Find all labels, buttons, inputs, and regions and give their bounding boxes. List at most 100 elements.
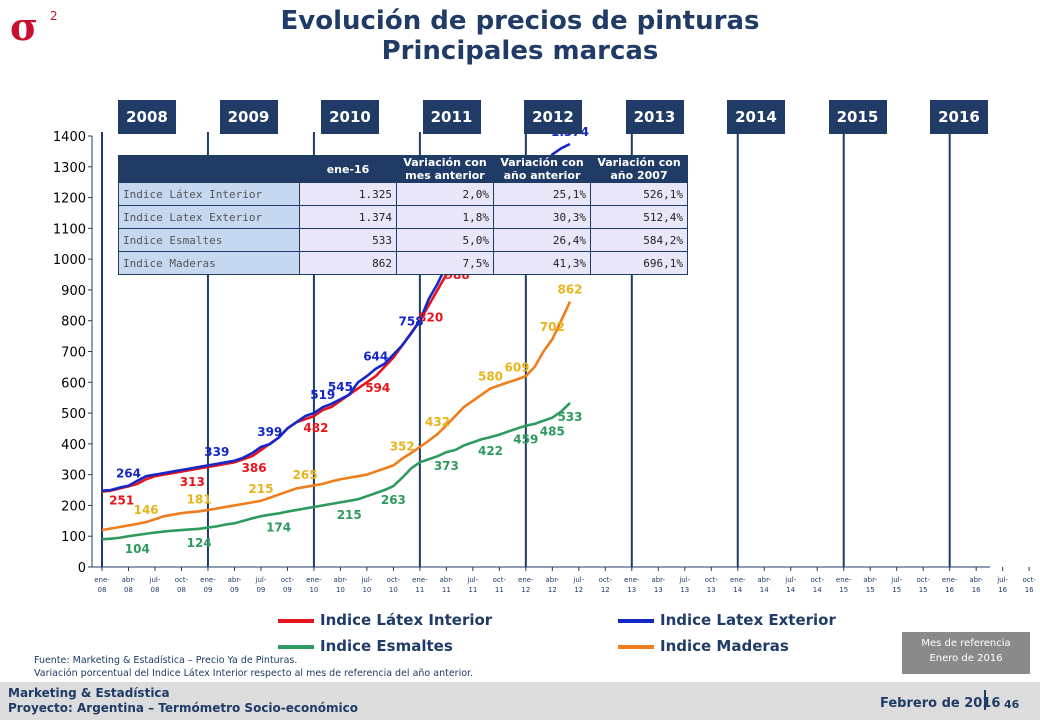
x-tick-label: 16 [972,586,981,594]
x-tick-label: oct- [916,576,930,584]
data-label: 215 [248,482,273,496]
chart-legend: Indice Látex Interior Indice Latex Exter… [278,606,984,656]
legend-item-latex-interior: Indice Látex Interior [278,610,492,630]
y-tick-label: 1300 [53,161,86,176]
x-tick-label: 09 [283,586,292,594]
x-tick-label: 10 [389,586,398,594]
data-label: 422 [478,444,503,458]
x-tick-label: jul- [360,576,372,584]
table-header-cell: Variación con mes anterior [396,155,494,183]
row-value: 696,1% [590,251,688,275]
row-label: Indice Maderas [118,251,300,275]
data-label: 263 [381,493,406,507]
x-tick-label: 13 [654,586,663,594]
year-label-2012: 2012 [524,100,582,134]
reference-line-2: Enero de 2016 [929,653,1003,664]
x-tick-label: abr- [228,576,242,584]
data-label: 339 [204,445,229,459]
table-row: Indice Latex Exterior 1.374 1,8% 30,3% 5… [118,205,688,229]
data-label: 533 [557,410,582,424]
table-header-cell: Variación con año 2007 [590,155,688,183]
price-index-line-chart: 0 100 200 300 400 500 600 700 800 900 1000 1100 1200… [53,125,1036,594]
x-tick-label: oct- [175,576,189,584]
x-tick-label: 10 [336,586,345,594]
year-label-2013: 2013 [625,100,684,134]
y-tick-label: 900 [61,284,86,299]
data-label: 265 [293,468,318,482]
data-label: 181 [187,492,212,506]
x-tick-label: ene- [200,576,216,584]
series-line-maderas [101,301,572,532]
y-tick-label: 1000 [53,253,86,268]
legend-item-latex-exterior: Indice Latex Exterior [618,610,836,630]
data-label: 264 [116,467,141,481]
x-tick-label: 14 [760,586,769,594]
row-value: 1,8% [396,205,494,229]
table-header-cell: ene-16 [299,155,397,183]
x-tick-label: 08 [98,586,107,594]
year-label-2009: 2009 [219,100,278,134]
row-value: 25,1% [493,182,591,206]
x-tick-label: 08 [177,586,186,594]
svg-text:σ: σ [10,6,38,46]
x-tick-label: ene- [518,576,534,584]
data-label: 432 [425,415,450,429]
x-tick-label: 11 [415,586,424,594]
x-tick-label: oct- [599,576,613,584]
data-label: 104 [125,542,150,556]
x-tick-label: 13 [680,586,689,594]
x-tick-label: jul- [466,576,478,584]
legend-swatch [618,618,654,623]
data-label: 702 [540,320,565,334]
y-tick-label: 800 [61,315,86,330]
x-tick-label: 12 [601,586,610,594]
x-tick-label: jul- [572,576,584,584]
source-note: Fuente: Marketing & Estadística – Precio… [34,654,473,680]
data-label: 399 [257,425,282,439]
data-label: 485 [540,425,565,439]
data-label: 820 [418,310,443,324]
title-line-1: Evolución de precios de pinturas [280,6,760,36]
data-label: 609 [504,361,529,375]
x-tick-label: ene- [836,576,852,584]
footer-date: Febrero de 2016 [880,696,1001,711]
x-tick-label: 09 [230,586,239,594]
row-value: 533 [299,228,397,252]
data-label: 758 [399,315,424,329]
table-row: Indice Maderas 862 7,5% 41,3% 696,1% [118,251,688,275]
legend-swatch [618,644,654,649]
x-tick-label: abr- [757,576,771,584]
legend-label: Indice Maderas [660,637,789,655]
year-label-2015: 2015 [828,100,887,134]
y-tick-label: 700 [61,346,86,361]
row-value: 512,4% [590,205,688,229]
row-value: 7,5% [396,251,494,275]
x-tick-label: oct- [1022,576,1036,584]
reference-line-1: Mes de referencia [921,638,1011,649]
legend-label: Indice Látex Interior [320,611,493,629]
row-value: 2,0% [396,182,494,206]
x-tick-label: 11 [442,586,451,594]
row-value: 1.374 [299,205,397,229]
row-label: Indice Esmaltes [118,228,300,252]
x-tick-label: 15 [892,586,901,594]
x-tick-label: 15 [839,586,848,594]
y-tick-label: 300 [61,469,86,484]
data-label: 174 [266,520,291,534]
table-row: Indice Látex Interior 1.325 2,0% 25,1% 5… [118,182,688,206]
x-tick-label: 11 [468,586,477,594]
y-tick-label: 400 [61,438,86,453]
summary-table: ene-16 Variación con mes anterior Variac… [118,155,688,275]
x-tick-label: 15 [919,586,928,594]
y-tick-label: 500 [61,407,86,422]
x-tick-label: 09 [203,586,212,594]
footer-left: Marketing & Estadística Proyecto: Argent… [8,686,358,716]
row-value: 584,2% [590,228,688,252]
x-tick-label: 14 [733,586,742,594]
data-label: 580 [478,369,503,383]
x-tick-label: 12 [574,586,583,594]
year-label-2008: 2008 [118,100,176,134]
footer-project: Proyecto: Argentina – Termómetro Socio-e… [8,701,359,715]
x-tick-label: ene- [306,576,322,584]
x-tick-label: 16 [945,586,954,594]
